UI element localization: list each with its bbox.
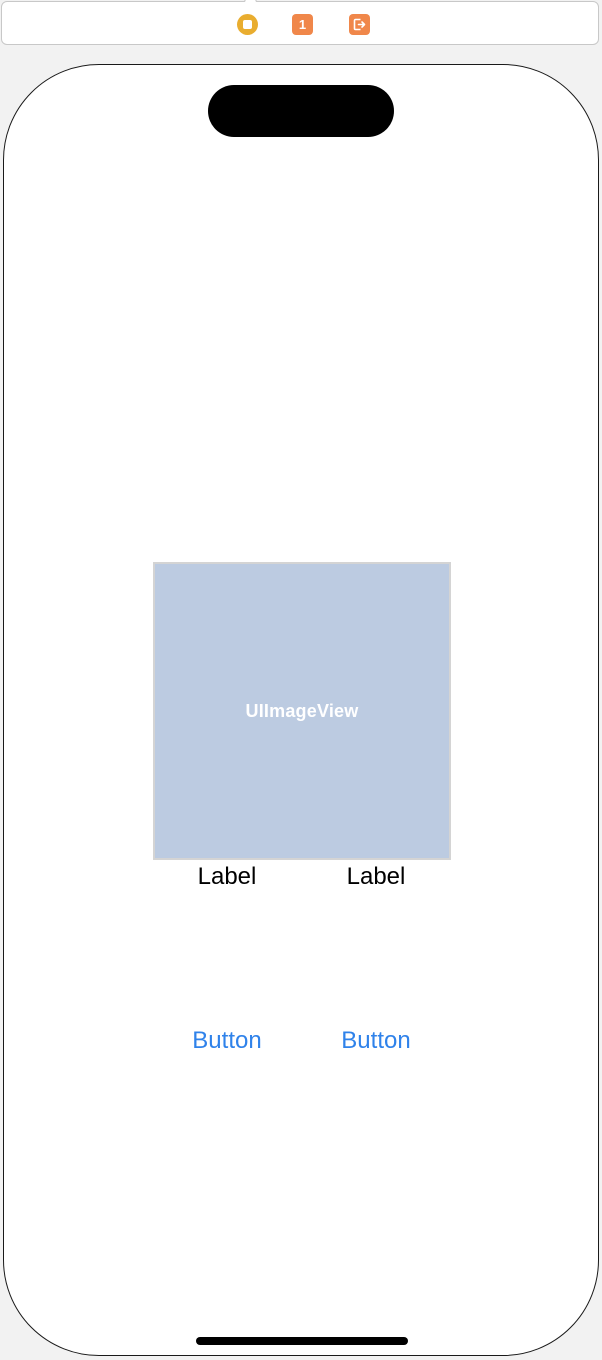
first-responder-glyph: 1	[298, 17, 307, 32]
scene-dock: 1	[1, 0, 599, 45]
device-frame: UIImageView Label Label Button Button	[3, 64, 599, 1356]
scene-dock-pointer	[244, 0, 257, 7]
label-left[interactable]: Label	[197, 863, 257, 890]
first-responder-icon[interactable]: 1	[292, 14, 313, 35]
label-right[interactable]: Label	[346, 863, 406, 890]
exit-icon[interactable]	[349, 14, 370, 35]
image-view-placeholder: UIImageView	[245, 700, 359, 721]
exit-glyph	[353, 18, 366, 31]
image-view[interactable]: UIImageView	[153, 562, 451, 860]
view-controller-icon[interactable]	[237, 14, 258, 35]
dynamic-island	[208, 85, 394, 137]
home-indicator	[196, 1337, 408, 1345]
button-right[interactable]: Button	[316, 1025, 436, 1057]
button-left[interactable]: Button	[167, 1025, 287, 1057]
view-controller-icon-inner	[243, 20, 252, 29]
